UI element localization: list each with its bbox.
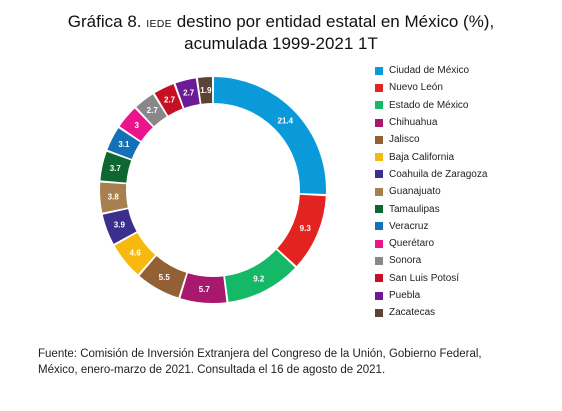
legend-label: Veracruz — [389, 220, 429, 232]
legend-label: Zacatecas — [389, 307, 436, 319]
donut-slice — [175, 78, 200, 108]
legend-swatch — [375, 101, 383, 110]
legend-label: Baja California — [389, 151, 455, 163]
chart-title: Gráfica 8. IEDE destino por entidad esta… — [0, 12, 562, 54]
legend-label: San Luis Potosí — [389, 272, 460, 284]
legend-item: Jalisco — [375, 131, 487, 148]
legend-item: Guanajuato — [375, 183, 487, 200]
slice-value-label: 9.2 — [253, 274, 265, 283]
legend-swatch — [375, 135, 383, 144]
legend-item: Chihuahua — [375, 114, 487, 131]
donut-slice — [277, 194, 326, 267]
slice-value-label: 3.7 — [110, 164, 122, 173]
legend-label: Chihuahua — [389, 117, 438, 129]
slice-value-label: 2.7 — [147, 106, 159, 115]
source-line-1: Fuente: Comisión de Inversión Extranjera… — [38, 348, 482, 360]
legend-swatch — [375, 66, 383, 75]
legend-label: Jalisco — [389, 134, 420, 146]
legend-item: Puebla — [375, 287, 487, 304]
donut-slice — [136, 94, 167, 127]
legend-item: Querétaro — [375, 235, 487, 252]
legend-label: Estado de México — [389, 99, 469, 111]
legend-swatch — [375, 205, 383, 214]
slice-value-label: 4.6 — [130, 248, 142, 257]
donut-slice — [99, 182, 128, 213]
slice-value-label: 3.8 — [108, 192, 120, 201]
donut-slice — [197, 77, 213, 104]
donut-slice — [107, 128, 141, 159]
donut-slice — [139, 256, 187, 298]
legend-label: Puebla — [389, 290, 421, 301]
legend-label: Tamaulipas — [389, 203, 440, 215]
donut-slice — [100, 151, 132, 183]
donut-slice — [119, 108, 153, 141]
legend-item: Nuevo León — [375, 79, 487, 96]
slice-value-label: 1.9 — [200, 86, 212, 95]
donut-slice — [154, 84, 183, 116]
legend-swatch — [375, 239, 383, 248]
legend-swatch — [375, 274, 383, 283]
legend-swatch — [375, 291, 383, 300]
title-prefix: Gráfica 8. — [67, 12, 142, 31]
source-note: Fuente: Comisión de Inversión Extranjera… — [38, 346, 538, 378]
legend-label: Nuevo León — [389, 82, 443, 94]
legend-label: Ciudad de México — [389, 65, 470, 77]
donut-slice — [213, 77, 326, 195]
donut-slice — [102, 209, 137, 244]
slice-value-label: 2.7 — [164, 95, 176, 104]
legend-item: Coahuila de Zaragoza — [375, 166, 487, 183]
legend-swatch — [375, 153, 383, 162]
source-line-2: México, enero-marzo de 2021. Consultada … — [38, 364, 386, 376]
legend-item: Estado de México — [375, 97, 487, 114]
legend-item: San Luis Potosí — [375, 270, 487, 287]
slice-value-label: 9.3 — [300, 224, 312, 233]
legend-swatch — [375, 83, 383, 92]
legend-swatch — [375, 187, 383, 196]
legend-item: Sonora — [375, 252, 487, 269]
legend-label: Guanajuato — [389, 186, 441, 198]
legend-label: Coahuila de Zaragoza — [389, 168, 488, 180]
legend-label: Querétaro — [389, 238, 435, 250]
slice-value-label: 21.4 — [278, 116, 294, 125]
slice-value-label: 5.5 — [159, 273, 171, 282]
donut-slice — [180, 273, 227, 303]
legend-item: Zacatecas — [375, 304, 487, 321]
legend-swatch — [375, 222, 383, 231]
slice-value-label: 5.7 — [199, 285, 211, 294]
legend-item: Veracruz — [375, 218, 487, 235]
slice-value-label: 2.7 — [183, 88, 195, 97]
slice-value-label: 3 — [134, 121, 139, 130]
legend-swatch — [375, 170, 383, 179]
chart-title-line1: Gráfica 8. IEDE destino por entidad esta… — [0, 12, 562, 34]
chart-title-line2: acumulada 1999-2021 1T — [184, 34, 378, 53]
legend-swatch — [375, 308, 383, 317]
legend-swatch — [375, 118, 383, 127]
legend-item: Tamaulipas — [375, 200, 487, 217]
slice-value-label: 3.9 — [114, 221, 126, 230]
donut-slice — [224, 249, 296, 302]
donut-slice — [114, 232, 156, 275]
slice-value-label: 3.1 — [118, 140, 130, 149]
title-acronym: IEDE — [146, 18, 172, 30]
legend-item: Baja California — [375, 148, 487, 165]
title-rest: destino por entidad estatal en México (%… — [176, 12, 495, 31]
legend-label: Sonora — [389, 255, 422, 267]
chart-legend: Ciudad de México Nuevo León Estado de Méxi… — [375, 62, 487, 321]
legend-swatch — [375, 256, 383, 265]
legend-item: Ciudad de México — [375, 62, 487, 79]
